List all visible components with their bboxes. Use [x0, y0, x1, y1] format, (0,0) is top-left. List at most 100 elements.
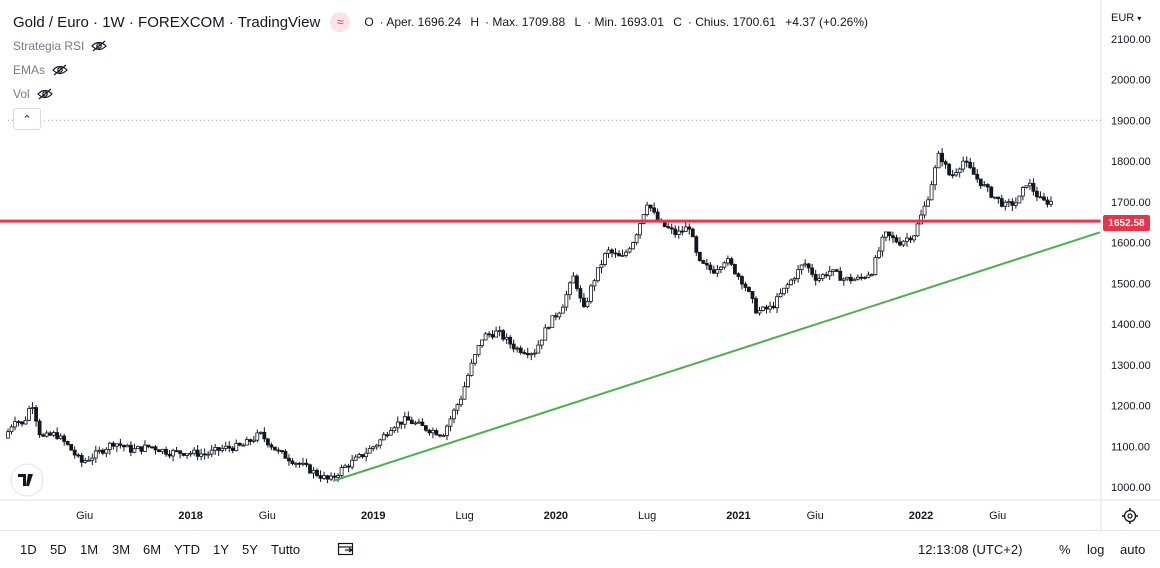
auto-toggle[interactable]: auto [1120, 542, 1146, 557]
candle-body [195, 449, 200, 457]
eye-off-icon[interactable] [91, 40, 108, 52]
price-axis[interactable]: 2100.00 2000.00 1900.00 1800.00 1700.00 1600.… [1111, 34, 1151, 494]
candle-body [181, 452, 186, 456]
eye-off-icon[interactable] [36, 88, 53, 100]
candle-body [125, 444, 130, 448]
indicator-emas[interactable]: EMAs [13, 63, 68, 77]
candle-body [230, 447, 235, 451]
candle-body [673, 228, 678, 235]
timeframe-6m[interactable]: 6M [143, 542, 162, 557]
candle-body [782, 287, 786, 295]
candle-body [687, 226, 692, 230]
candle-body [571, 275, 576, 284]
candle-body [206, 453, 211, 456]
candle-body [44, 432, 49, 437]
timeframe-5y[interactable]: 5Y [242, 542, 258, 557]
date-range-icon[interactable] [337, 541, 355, 557]
price-tick: 1700.00 [1111, 197, 1151, 209]
candle-body [41, 434, 46, 437]
candle-body [150, 446, 154, 449]
candle-body [736, 273, 741, 277]
candle-body [891, 235, 895, 239]
candle-body [395, 421, 400, 429]
timeframe-3m[interactable]: 3M [112, 542, 131, 557]
candle-body [223, 445, 228, 449]
candle-body [950, 174, 955, 177]
candle-body [711, 269, 716, 274]
change-value: +4.37 (+0.26%) [785, 15, 869, 29]
eye-off-icon[interactable] [52, 64, 68, 76]
candle-body [789, 279, 794, 286]
indicator-rsi[interactable]: Strategia RSI [13, 39, 108, 53]
indicator-vol[interactable]: Vol [13, 87, 53, 101]
candle-body [813, 274, 818, 281]
candle-body [129, 444, 133, 453]
candle-body [525, 352, 530, 356]
clock-timezone[interactable]: 12:13:08 (UTC+2) [918, 542, 1023, 557]
candle-body [216, 447, 221, 451]
symbol-title[interactable]: Gold / Euro · 1W · FOREXCOM · TradingVie… [13, 13, 321, 31]
candle-body [6, 431, 10, 439]
candle-body [1017, 195, 1022, 204]
high-label: H [470, 15, 480, 29]
timeframe-1d[interactable]: 1D [20, 542, 37, 557]
candle-body [957, 168, 962, 173]
candle-body [367, 448, 372, 454]
candle-body [462, 386, 467, 400]
candle-body [371, 446, 376, 449]
percent-toggle[interactable]: % [1059, 542, 1071, 557]
candle-body [353, 456, 358, 461]
candle-body [915, 223, 920, 237]
candle-body [729, 258, 734, 265]
candle-body [754, 298, 758, 314]
candle-body [476, 345, 481, 356]
collapse-legend-button[interactable]: ⌃ [13, 108, 41, 130]
wave-icon[interactable]: ≈ [330, 12, 351, 32]
candle-body [107, 442, 112, 450]
candle-body [104, 449, 109, 454]
candle-body [919, 214, 923, 225]
candle-body [589, 285, 593, 302]
candle-body [280, 450, 284, 452]
price-tick: 1500.00 [1111, 278, 1151, 290]
candle-body [360, 454, 365, 458]
price-tick: 1300.00 [1111, 360, 1151, 372]
candle-body [648, 204, 653, 209]
candle-body [381, 434, 386, 441]
timeframe-5d[interactable]: 5D [50, 542, 67, 557]
candle-body [374, 444, 379, 448]
candle-body [1003, 201, 1008, 207]
candle-body [487, 333, 492, 336]
timeframe-ytd[interactable]: YTD [174, 542, 200, 557]
candle-body [996, 196, 1001, 200]
candle-body [1024, 185, 1029, 188]
candle-body [936, 152, 941, 169]
candle-body [1013, 202, 1018, 206]
timeframe-1m[interactable]: 1M [80, 542, 99, 557]
candle-body [1028, 182, 1032, 187]
candle-body [750, 291, 755, 299]
gear-icon[interactable] [1121, 507, 1139, 525]
candle-body [209, 449, 214, 455]
trend-line[interactable] [332, 231, 1101, 482]
tradingview-logo[interactable] [10, 463, 44, 497]
candle-body [23, 419, 28, 425]
candle-body [237, 442, 242, 446]
time-tick: 2019 [361, 510, 385, 522]
candle-body [645, 204, 650, 215]
candle-body [669, 227, 674, 230]
candle-body [244, 439, 249, 446]
price-tick: 1900.00 [1111, 115, 1151, 127]
time-axis[interactable]: Giu 2018 Giu 2019 Lug 2020 Lug 2021 Giu 2022 Giu [76, 510, 1006, 522]
log-toggle[interactable]: log [1087, 542, 1105, 557]
timeframe-all[interactable]: Tutto [271, 542, 301, 557]
candle-body [978, 178, 983, 187]
candle-body [171, 450, 175, 457]
candle-body [431, 430, 435, 434]
candle-body [455, 404, 460, 411]
currency-selector[interactable]: EUR ▾ [1111, 12, 1141, 24]
timeframe-1y[interactable]: 1Y [213, 542, 229, 557]
price-chart[interactable]: 2100.00 2000.00 1900.00 1800.00 1700.00 1600.… [0, 0, 1160, 530]
candle-body [617, 253, 621, 257]
candle-body [852, 278, 857, 282]
